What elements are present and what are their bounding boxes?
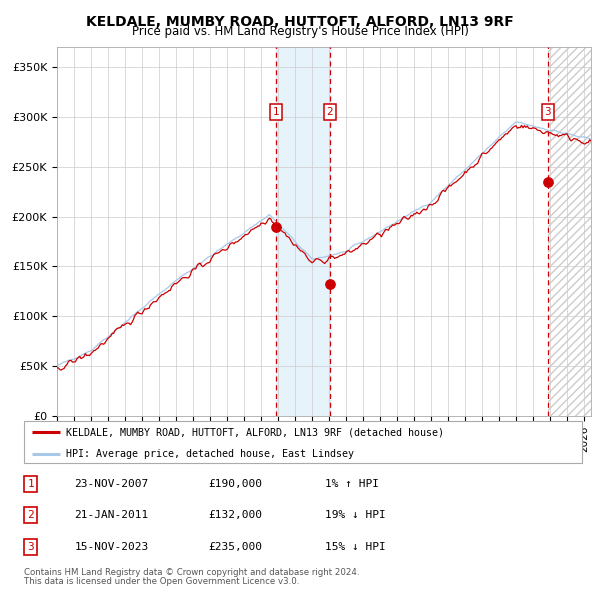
- Text: KELDALE, MUMBY ROAD, HUTTOFT, ALFORD, LN13 9RF: KELDALE, MUMBY ROAD, HUTTOFT, ALFORD, LN…: [86, 15, 514, 30]
- Text: Contains HM Land Registry data © Crown copyright and database right 2024.: Contains HM Land Registry data © Crown c…: [24, 568, 359, 576]
- Text: £190,000: £190,000: [208, 478, 262, 489]
- Text: 2: 2: [326, 107, 333, 117]
- Point: [271, 222, 281, 231]
- Text: 1: 1: [273, 107, 280, 117]
- Text: 3: 3: [544, 107, 551, 117]
- Text: Price paid vs. HM Land Registry's House Price Index (HPI): Price paid vs. HM Land Registry's House …: [131, 25, 469, 38]
- Text: £132,000: £132,000: [208, 510, 262, 520]
- Text: HPI: Average price, detached house, East Lindsey: HPI: Average price, detached house, East…: [66, 449, 354, 459]
- Text: 2: 2: [28, 510, 34, 520]
- Bar: [548, 47, 591, 416]
- Text: 21-JAN-2011: 21-JAN-2011: [74, 510, 148, 520]
- Text: 1: 1: [28, 478, 34, 489]
- Text: 23-NOV-2007: 23-NOV-2007: [74, 478, 148, 489]
- Point: [543, 177, 553, 186]
- Text: 15% ↓ HPI: 15% ↓ HPI: [325, 542, 386, 552]
- Text: KELDALE, MUMBY ROAD, HUTTOFT, ALFORD, LN13 9RF (detached house): KELDALE, MUMBY ROAD, HUTTOFT, ALFORD, LN…: [66, 427, 444, 437]
- Text: 1% ↑ HPI: 1% ↑ HPI: [325, 478, 379, 489]
- Text: £235,000: £235,000: [208, 542, 262, 552]
- Text: 19% ↓ HPI: 19% ↓ HPI: [325, 510, 386, 520]
- Text: This data is licensed under the Open Government Licence v3.0.: This data is licensed under the Open Gov…: [24, 577, 299, 586]
- Bar: [276, 47, 330, 416]
- Text: 15-NOV-2023: 15-NOV-2023: [74, 542, 148, 552]
- Bar: [548, 47, 591, 416]
- Text: 3: 3: [28, 542, 34, 552]
- FancyBboxPatch shape: [24, 421, 582, 463]
- Point: [325, 280, 335, 289]
